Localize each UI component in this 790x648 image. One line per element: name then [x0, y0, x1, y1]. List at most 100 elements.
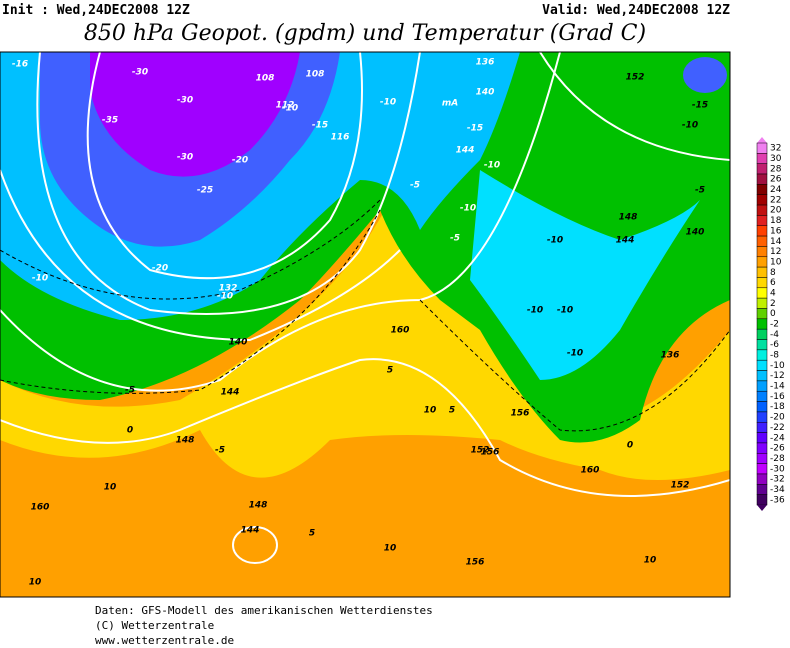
colorbar-label: 26	[770, 175, 782, 185]
colorbar-label: 24	[770, 185, 782, 195]
colorbar-swatch	[756, 328, 768, 340]
colorbar-swatch	[756, 256, 768, 268]
contour-label: -30	[177, 153, 193, 163]
contour-label: -15	[692, 101, 708, 111]
contour-label: 152	[626, 73, 645, 83]
map-area	[0, 51, 731, 598]
contour-label: -10	[557, 306, 573, 316]
contour-label: -10	[484, 161, 500, 171]
contour-label: 140	[476, 88, 495, 98]
colorbar-label: -12	[770, 371, 785, 381]
colorbar-label: 6	[770, 278, 776, 288]
colorbar-label: -20	[770, 413, 785, 423]
contour-label: 160	[391, 326, 410, 336]
colorbar-label: -18	[770, 402, 785, 412]
colorbar-label: 20	[770, 206, 782, 216]
colorbar-swatch	[756, 246, 768, 258]
contour-label: -35	[102, 116, 118, 126]
colorbar-label: -8	[770, 351, 779, 361]
contour-label: 10	[29, 578, 42, 588]
contour-label: 160	[31, 503, 50, 513]
colorbar-swatch	[756, 204, 768, 216]
contour-label: 10	[424, 406, 437, 416]
colorbar-swatch	[756, 287, 768, 299]
contour-label: 132	[219, 284, 238, 294]
contour-label: 156	[511, 409, 530, 419]
colorbar-swatch	[756, 422, 768, 433]
colorbar-label: 0	[770, 309, 776, 319]
colorbar-label: -34	[770, 485, 785, 495]
contour-label: 0	[627, 441, 633, 451]
footer-line: (C) Wetterzentrale	[95, 619, 214, 632]
colorbar-swatch	[756, 370, 768, 382]
colorbar-label: -32	[770, 475, 785, 485]
colorbar-arrow	[757, 137, 767, 143]
contour-label: 140	[686, 228, 705, 238]
contour-label: 144	[221, 388, 240, 398]
footer-line: Daten: GFS-Modell des amerikanischen Wet…	[95, 604, 433, 617]
colorbar-swatch	[756, 194, 768, 206]
colorbar-label: 16	[770, 226, 782, 236]
colorbar-label: 14	[770, 237, 782, 247]
footer-line: www.wetterzentrale.de	[95, 634, 234, 647]
colorbar-label: -24	[770, 433, 785, 443]
colorbar-label: -28	[770, 454, 785, 464]
colorbar-swatch	[756, 153, 768, 164]
colorbar-label: 8	[770, 268, 776, 278]
colorbar-swatch	[756, 339, 768, 351]
contour-label: 140	[229, 338, 248, 348]
contour-label: 5	[309, 529, 315, 539]
colorbar-swatch	[756, 297, 768, 309]
contour-label: -20	[152, 264, 168, 274]
contour-label: -15	[312, 121, 328, 131]
colorbar-swatch	[756, 473, 768, 485]
colorbar-label: -2	[770, 320, 779, 330]
colorbar-swatch	[756, 349, 768, 361]
colorbar-label: -22	[770, 423, 785, 433]
contour-label: -20	[232, 156, 248, 166]
contour-label: -10	[547, 236, 563, 246]
arctic-field	[90, 52, 300, 177]
contour-label: 5	[449, 406, 455, 416]
init-time: Init : Wed,24DEC2008 12Z	[2, 3, 190, 18]
contour-label: 144	[456, 146, 475, 156]
contour-label: 148	[176, 436, 195, 446]
colorbar-label: -6	[770, 340, 779, 350]
colorbar-label: 2	[770, 299, 776, 309]
colorbar-swatch	[756, 411, 768, 423]
colorbar-swatch	[756, 308, 768, 320]
colorbar-swatch	[756, 463, 768, 475]
contour-label: 5	[387, 366, 393, 376]
colorbar-swatch	[756, 442, 768, 454]
colorbar-swatch	[756, 142, 768, 154]
colorbar-label: 22	[770, 195, 781, 205]
colorbar-swatch	[756, 453, 768, 464]
contour-label: 148	[249, 501, 268, 511]
contour-label: -10	[567, 349, 583, 359]
contour-label: -10	[217, 292, 233, 302]
contour-label: -5	[450, 234, 460, 244]
contour-label: 10	[644, 556, 657, 566]
cold-east	[470, 170, 700, 380]
colorbar-label: -10	[770, 361, 785, 371]
contour-label: 160	[581, 466, 600, 476]
contour-label: -30	[132, 68, 148, 78]
colorbar-swatch	[756, 184, 768, 195]
colorbar-swatch	[756, 380, 768, 392]
colorbar-swatch	[756, 225, 768, 237]
contour-label: 112	[276, 101, 295, 111]
contour-label: 152	[471, 446, 490, 456]
colorbar-label: -4	[770, 330, 779, 340]
colorbar-swatch	[756, 432, 768, 444]
colorbar-label: 18	[770, 216, 782, 226]
colorbar-label: 32	[770, 144, 781, 154]
contour-label: -25	[197, 186, 213, 196]
contour-label: 10	[384, 544, 397, 554]
colorbar-label: -36	[770, 495, 785, 505]
contour-label: 136	[476, 58, 495, 68]
contour-label: 108	[306, 70, 325, 80]
colorbar-label: -14	[770, 382, 785, 392]
geopotential-contours	[0, 52, 730, 564]
contour-label: -5	[410, 181, 420, 191]
